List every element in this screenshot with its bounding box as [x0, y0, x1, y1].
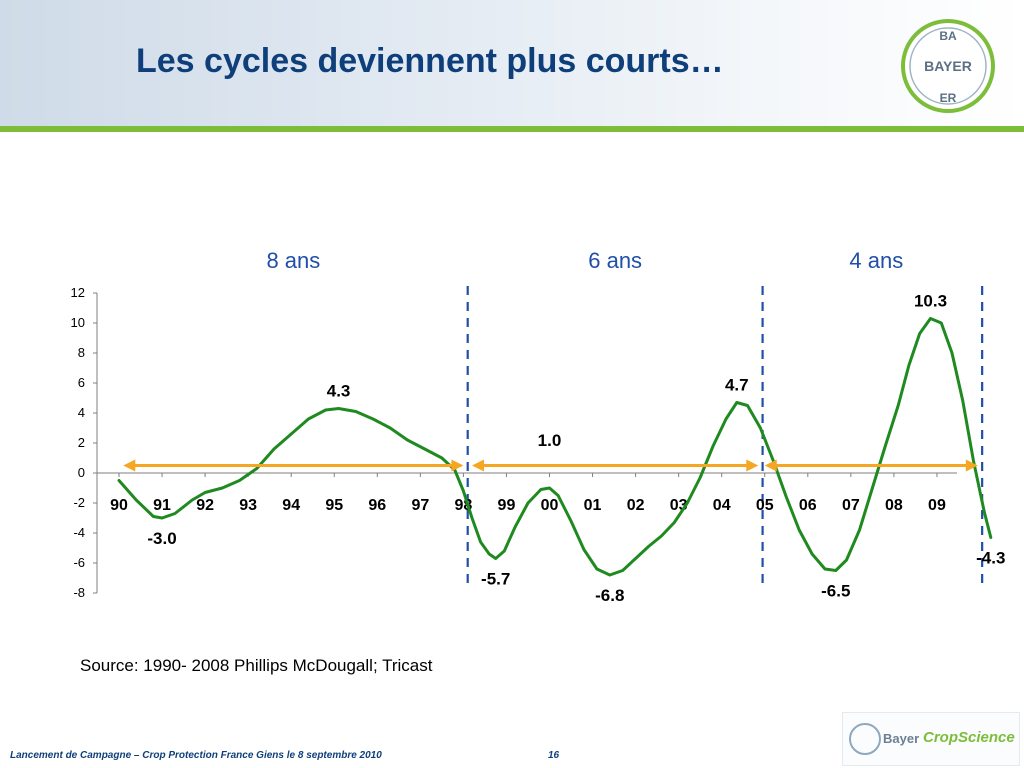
- data-label: -6.5: [821, 582, 850, 601]
- footer-text: Lancement de Campagne – Crop Protection …: [10, 750, 382, 761]
- x-tick-label: 04: [713, 497, 731, 514]
- y-tick-label: -6: [73, 555, 85, 570]
- x-tick-label: 92: [196, 497, 214, 514]
- y-tick-label: 4: [78, 405, 85, 420]
- data-label: -6.8: [595, 586, 624, 605]
- cycle-arrow-head-right: [746, 459, 759, 472]
- x-tick-label: 97: [411, 497, 429, 514]
- y-tick-label: -4: [73, 525, 85, 540]
- svg-text:ER: ER: [940, 91, 957, 105]
- data-label: 10.3: [914, 292, 947, 311]
- bayer-cross-logo: BA BAYER ER: [901, 19, 995, 113]
- cycle-arrow-head-right: [451, 459, 464, 472]
- x-tick-label: 09: [928, 497, 946, 514]
- x-tick-label: 02: [627, 497, 645, 514]
- y-tick-label: 6: [78, 375, 85, 390]
- y-tick-label: -8: [73, 585, 85, 600]
- cycle-arrow-head-left: [472, 459, 485, 472]
- cycle-arrow-head-right: [965, 459, 978, 472]
- cycle-arrow-head-left: [764, 459, 777, 472]
- data-label: 4.7: [725, 376, 749, 395]
- cropscience-crop-text: CropScience: [923, 729, 1015, 746]
- x-tick-label: 08: [885, 497, 903, 514]
- x-tick-label: 93: [239, 497, 257, 514]
- cropscience-bayer-text: Bayer: [883, 731, 920, 746]
- page-number: 16: [548, 750, 560, 761]
- x-tick-label: 07: [842, 497, 860, 514]
- y-tick-label: -2: [73, 495, 85, 510]
- x-tick-label: 01: [584, 497, 602, 514]
- svg-text:BAYER: BAYER: [924, 58, 972, 74]
- x-tick-label: 06: [799, 497, 817, 514]
- x-tick-label: 90: [110, 497, 128, 514]
- data-label: -4.3: [976, 549, 1005, 568]
- cycle-line-chart: 8 ans 6 ans 4 ans 12 10 8 6 4 2 0 -2 -4 -6 -8 90 91 92…: [71, 248, 1006, 605]
- header-accent-bar: [0, 126, 1024, 132]
- data-label: 1.0: [538, 431, 562, 450]
- y-tick-label: 8: [78, 345, 85, 360]
- cycle-label: 8 ans: [266, 248, 320, 273]
- x-tick-label: 05: [756, 497, 774, 514]
- page-title: Les cycles deviennent plus courts…: [136, 42, 724, 80]
- data-label: -5.7: [481, 570, 510, 589]
- series-line: [117, 317, 993, 577]
- x-tick-label: 96: [368, 497, 386, 514]
- cycle-label: 4 ans: [849, 248, 903, 273]
- x-tick-label: 91: [153, 497, 171, 514]
- x-tick-label: 99: [498, 497, 516, 514]
- y-tick-label: 12: [71, 285, 85, 300]
- y-tick-label: 0: [78, 465, 85, 480]
- x-tick-label: 94: [282, 497, 300, 514]
- y-tick-label: 10: [71, 315, 85, 330]
- x-tick-label: 00: [541, 497, 559, 514]
- data-label: -3.0: [147, 529, 176, 548]
- svg-text:BA: BA: [939, 29, 957, 43]
- cycle-label: 6 ans: [588, 248, 642, 273]
- y-tick-label: 2: [78, 435, 85, 450]
- source-note: Source: 1990- 2008 Phillips McDougall; T…: [80, 656, 433, 675]
- data-label: 4.3: [327, 382, 351, 401]
- x-tick-label: 95: [325, 497, 343, 514]
- cropscience-cross-icon: [849, 723, 881, 755]
- header-background: [0, 0, 1024, 128]
- cropscience-logo: Bayer CropScience: [842, 712, 1020, 766]
- cycle-arrow-head-left: [123, 459, 136, 472]
